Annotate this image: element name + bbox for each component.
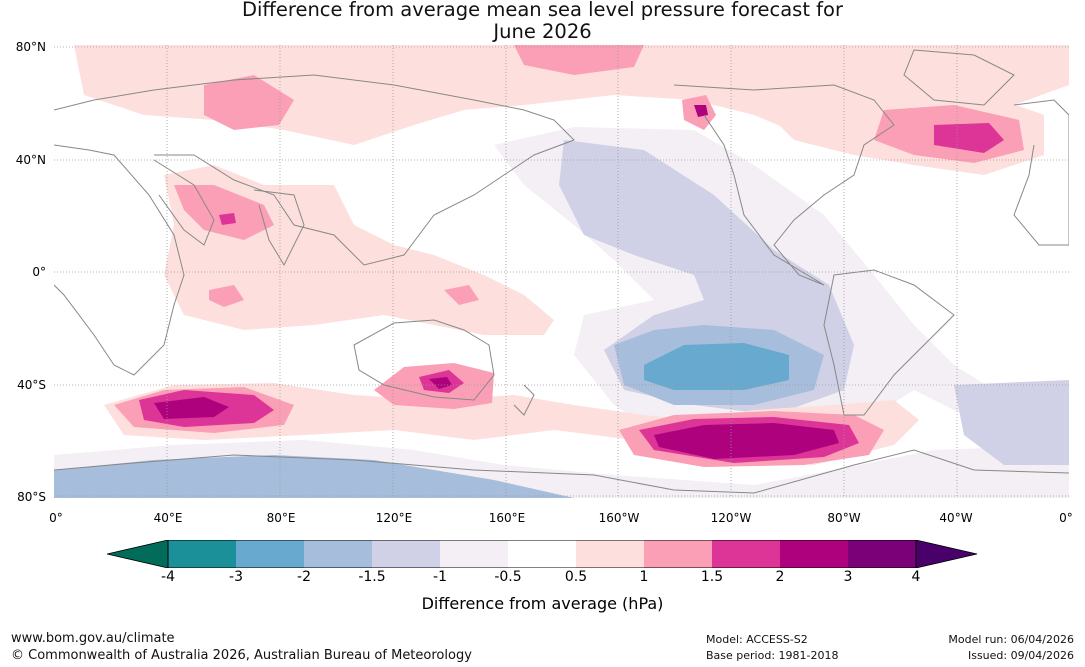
colorbar-segment-1.5-to-2 xyxy=(712,540,780,568)
colorbar-tick: 0.5 xyxy=(564,569,588,585)
lat-label-80s: 80°S xyxy=(17,490,46,504)
colorbar-segment-below-minus-4 xyxy=(107,540,169,568)
lat-label-40n: 40°N xyxy=(15,153,46,167)
colorbar-segment-minus-1-to-minus-0.5 xyxy=(440,540,508,568)
anomaly-minus-1-south-atlantic xyxy=(954,380,1069,465)
anomaly-plus-2-alaska xyxy=(694,105,708,117)
anomaly-plus-1-asia xyxy=(204,75,294,130)
colorbar-segment-minus-4-to-minus-3 xyxy=(168,540,236,568)
colorbar-tick: -1.5 xyxy=(358,569,386,585)
graticule xyxy=(54,45,1069,498)
lat-label-equator: 0° xyxy=(32,265,46,279)
base-period: Base period: 1981-2018 xyxy=(706,649,839,662)
colorbar-tick: -3 xyxy=(229,569,243,585)
lon-label-0-east-edge: 0° xyxy=(1059,511,1073,525)
lon-label-80e: 80°E xyxy=(266,511,296,525)
colorbar-segment-above-4 xyxy=(915,540,978,568)
colorbar-segment-1-to-1.5 xyxy=(644,540,712,568)
positive-anomaly-layer xyxy=(74,45,1069,467)
lon-label-160w: 160°W xyxy=(598,511,640,525)
coastline-arabia xyxy=(153,159,215,246)
anomaly-plus-2-south-pacific xyxy=(654,423,839,459)
colorbar-segment-minus-2-to-minus-1.5 xyxy=(304,540,372,568)
coastline-india xyxy=(253,189,305,267)
anomaly-plus-2-australia xyxy=(429,377,452,389)
issued-date: Issued: 09/04/2026 xyxy=(967,649,1074,662)
colorbar-segment-minus-1.5-to-minus-1 xyxy=(372,540,440,568)
negative-anomaly-layer xyxy=(54,127,1069,498)
colorbar-tick: -0.5 xyxy=(494,569,522,585)
coastline-south-america xyxy=(823,269,955,416)
coastline-australia xyxy=(353,319,495,401)
colorbar-segment-2-to-3 xyxy=(780,540,848,568)
anomaly-minus-2-pacific xyxy=(644,343,789,390)
copyright-notice: © Commonwealth of Australia 2026, Austra… xyxy=(11,648,472,663)
model-run-date: Model run: 06/04/2026 xyxy=(948,633,1074,646)
anomaly-plus-1-arabia xyxy=(174,185,274,240)
pressure-anomaly-map xyxy=(54,45,1069,498)
anomaly-plus-2-south-indian xyxy=(154,397,229,419)
colorbar-tick: 4 xyxy=(911,569,921,585)
anomaly-plus-1-indian-ocean xyxy=(209,285,244,307)
colorbar-label: Difference from average (hPa) xyxy=(421,594,664,613)
colorbar-tick: 2 xyxy=(775,569,785,585)
lon-label-120w: 120°W xyxy=(710,511,752,525)
colorbar-segment-3-to-4 xyxy=(848,540,916,568)
lon-label-120e: 120°E xyxy=(375,511,413,525)
colorbar-tick: 3 xyxy=(843,569,853,585)
coastline-eurasia xyxy=(54,74,575,266)
lon-label-40e: 40°E xyxy=(153,511,183,525)
colorbar-tick: -4 xyxy=(161,569,175,585)
lon-label-80w: 80°W xyxy=(827,511,861,525)
colorbar-segment-0.5-to-1 xyxy=(576,540,644,568)
anomaly-plus-1.5-north-atlantic xyxy=(934,123,1004,153)
anomaly-plus-1-new-guinea xyxy=(444,285,479,305)
anomaly-minus-1-antarctic xyxy=(54,455,574,498)
colorbar-tick: 1 xyxy=(639,569,649,585)
colorbar-segment-minus-0.5-to-0.5 xyxy=(508,540,576,568)
coastline-greenland xyxy=(903,49,1015,106)
model-name: Model: ACCESS-S2 xyxy=(706,633,808,646)
colorbar-segment-minus-3-to-minus-2 xyxy=(236,540,304,568)
coastline-north-america xyxy=(673,84,895,286)
chart-title-line1: Difference from average mean sea level p… xyxy=(242,0,843,21)
colorbar-tick: -1 xyxy=(433,569,447,585)
colorbar-tick: -2 xyxy=(297,569,311,585)
coastline-africa xyxy=(54,144,185,376)
coastline-antarctica xyxy=(54,449,1069,494)
lon-label-160e: 160°E xyxy=(488,511,526,525)
coastline-new-zealand xyxy=(513,384,535,416)
chart-title-line2: June 2026 xyxy=(493,20,592,43)
colorbar xyxy=(107,540,978,568)
colorbar-tick: 1.5 xyxy=(700,569,724,585)
coastlines xyxy=(54,49,1069,494)
lon-label-40w: 40°W xyxy=(939,511,973,525)
lon-label-0-west-edge: 0° xyxy=(49,511,63,525)
colorbar-frame xyxy=(167,540,917,568)
lat-label-80n: 80°N xyxy=(15,40,46,54)
coastline-europe-west-africa xyxy=(1013,99,1069,246)
anomaly-plus-1-arctic xyxy=(514,45,644,75)
anomaly-plus-1.5-arabia xyxy=(219,213,236,225)
website-link[interactable]: www.bom.gov.au/climate xyxy=(11,631,175,646)
lat-label-40s: 40°S xyxy=(17,378,46,392)
